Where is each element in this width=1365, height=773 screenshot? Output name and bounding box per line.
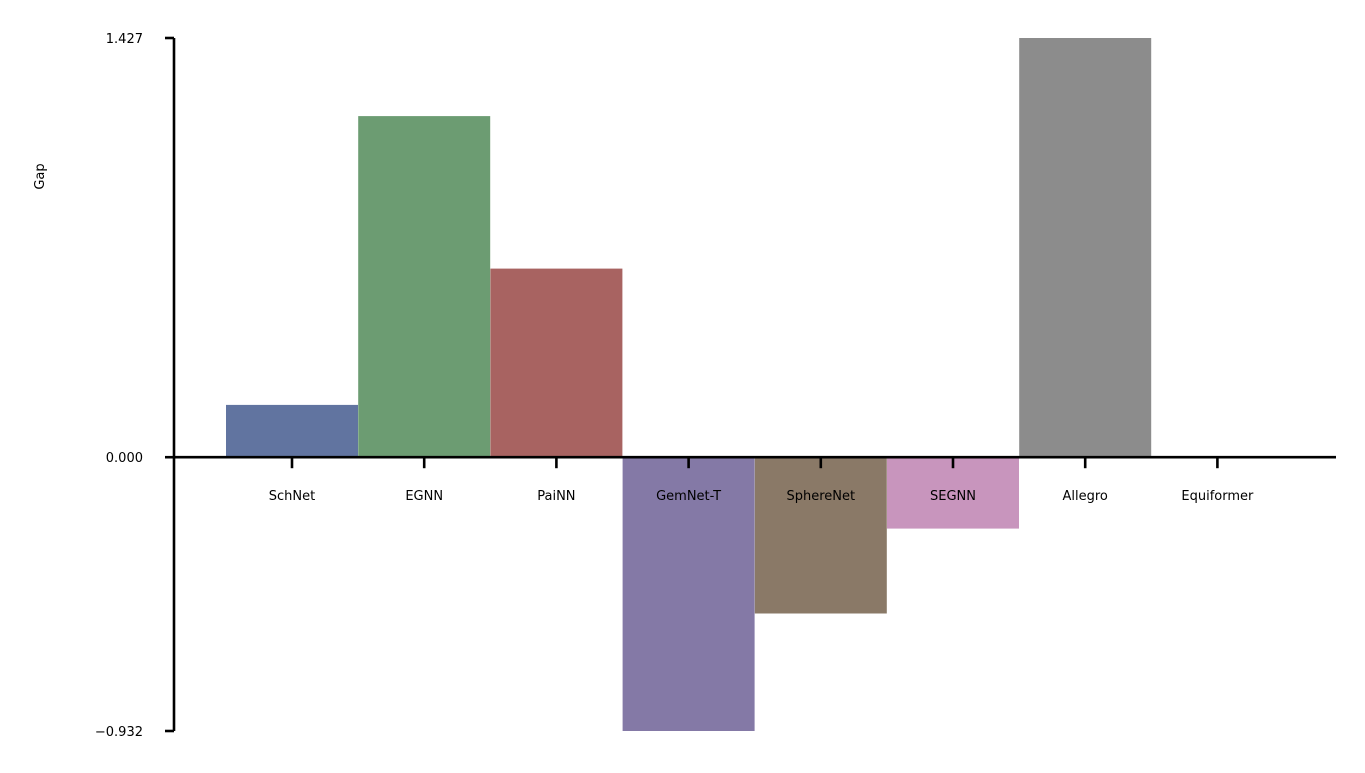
bar-allegro — [1019, 38, 1152, 458]
y-axis-title: Gap — [33, 163, 48, 189]
x-ticks-group: SchNet EGNN PaiNN GemNet-T SphereNet SEGNN All… — [269, 457, 1254, 504]
bar-segnn — [887, 457, 1019, 529]
x-tick-label: EGNN — [405, 489, 443, 504]
x-tick-label: GemNet-T — [656, 489, 721, 504]
x-tick-label: SphereNet — [786, 489, 855, 504]
y-tick-label: −0.932 — [95, 725, 143, 740]
y-tick-label: 1.427 — [106, 32, 143, 47]
y-tick-label: 0.000 — [106, 451, 143, 466]
x-tick-label: Equiformer — [1181, 489, 1254, 504]
y-ticks-group: −0.932 0.000 1.427 — [95, 32, 174, 740]
bars-group — [226, 38, 1152, 731]
x-tick-label: PaiNN — [537, 489, 575, 504]
x-tick-label: SEGNN — [930, 489, 976, 504]
bar-painn — [490, 268, 623, 458]
bar-schnet — [226, 404, 358, 458]
bar-spherenet — [754, 457, 887, 614]
x-tick-label: SchNet — [269, 489, 315, 504]
x-tick-label: Allegro — [1063, 489, 1108, 504]
bar-gemnet-t — [622, 457, 755, 731]
bar-egnn — [358, 116, 491, 458]
